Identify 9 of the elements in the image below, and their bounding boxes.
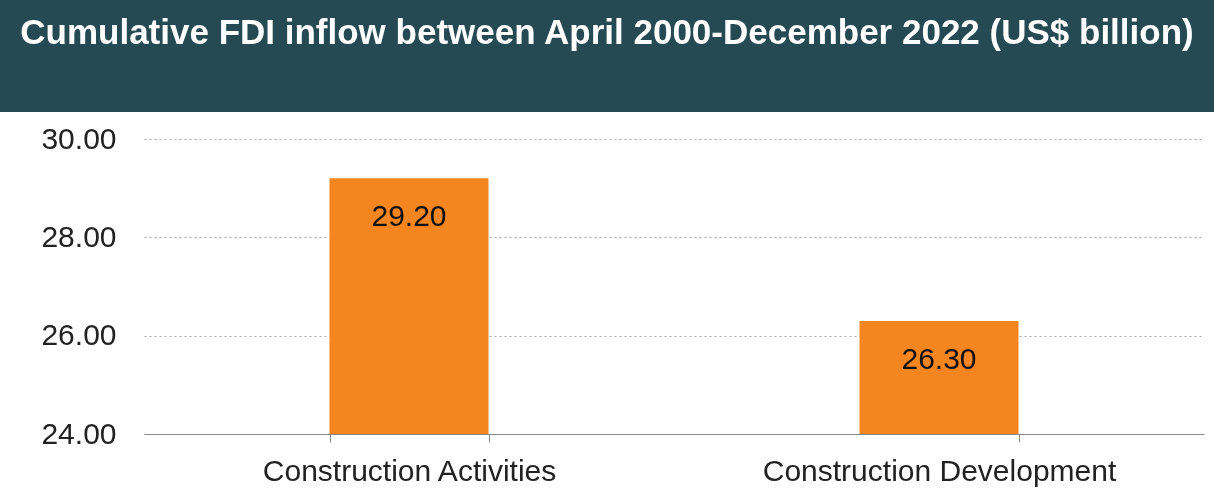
y-tick-label: 26.00 — [41, 318, 117, 352]
data-label: 29.20 — [371, 199, 447, 233]
y-tick-label: 24.00 — [41, 416, 117, 450]
chart-title: Cumulative FDI inflow between April 2000-December 2022 (US$ billion) — [0, 0, 1214, 112]
y-tick-label: 28.00 — [41, 219, 117, 253]
x-tick-label: Construction Activities — [262, 453, 557, 487]
data-label: 26.30 — [901, 341, 977, 375]
x-tick-label: Construction Development — [762, 453, 1117, 487]
y-tick-label: 30.00 — [41, 121, 117, 155]
